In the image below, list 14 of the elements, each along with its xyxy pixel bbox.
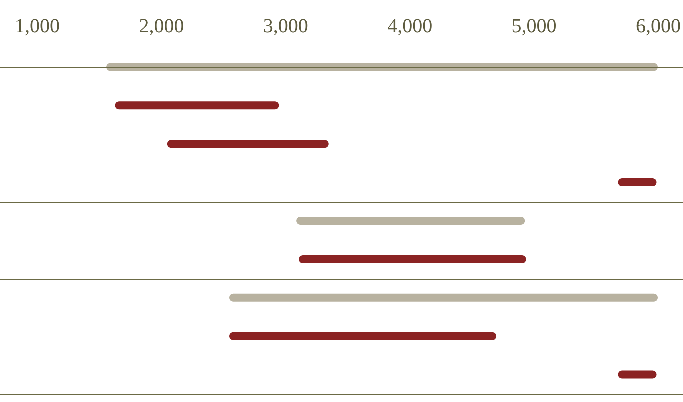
bar <box>167 140 329 148</box>
x-tick-label: 1,000 <box>15 16 60 38</box>
x-tick-label: 5,000 <box>512 16 557 38</box>
x-tick-label: 2,000 <box>139 16 184 38</box>
bar <box>299 255 526 264</box>
x-tick-label: 6,000 <box>636 16 681 38</box>
bar <box>618 370 657 379</box>
bar <box>230 332 497 340</box>
x-tick-label: 4,000 <box>388 16 433 38</box>
bar <box>115 102 280 110</box>
x-tick-label: 3,000 <box>263 16 308 38</box>
bar <box>296 217 526 225</box>
bar <box>230 294 658 302</box>
bar <box>618 178 657 187</box>
